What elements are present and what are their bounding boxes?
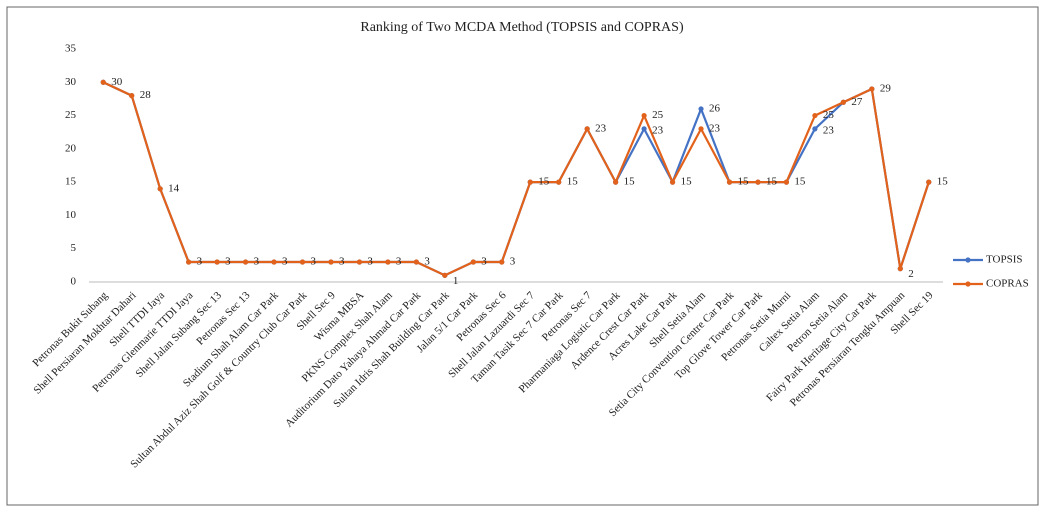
data-point <box>527 179 533 185</box>
data-label: 23 <box>652 124 664 136</box>
data-point <box>926 179 932 185</box>
data-point <box>328 259 334 265</box>
chart-title: Ranking of Two MCDA Method (TOPSIS and C… <box>360 20 684 35</box>
data-label: 1 <box>453 275 459 287</box>
legend-label: TOPSIS <box>986 254 1022 266</box>
data-point <box>442 272 448 278</box>
data-label: 15 <box>567 176 579 188</box>
data-point <box>755 179 761 185</box>
series-line <box>102 81 930 277</box>
data-point <box>698 106 704 112</box>
data-point <box>100 79 106 85</box>
data-point <box>669 179 676 185</box>
data-point <box>186 259 192 265</box>
data-label: 14 <box>168 182 180 194</box>
data-label: 3 <box>282 256 288 268</box>
data-label: 3 <box>197 256 203 268</box>
data-label: 15 <box>624 176 636 188</box>
data-label: 3 <box>396 256 402 268</box>
data-point <box>214 259 220 265</box>
data-label: 15 <box>794 176 806 188</box>
data-point <box>812 112 818 119</box>
data-point <box>556 179 562 185</box>
data-label: 23 <box>823 124 835 136</box>
data-label: 15 <box>937 176 949 188</box>
data-label: 27 <box>851 96 863 108</box>
y-tick-label: 35 <box>65 43 77 55</box>
data-point <box>499 259 505 265</box>
y-tick-label: 30 <box>65 76 77 88</box>
data-point <box>726 179 733 185</box>
y-tick-label: 10 <box>65 209 77 221</box>
data-label: 15 <box>766 176 778 188</box>
data-label: 15 <box>538 176 550 188</box>
legend-marker <box>965 281 971 287</box>
data-point <box>869 86 875 92</box>
data-label: 23 <box>595 122 607 134</box>
data-point <box>897 266 903 272</box>
data-point <box>613 179 619 185</box>
data-label: 25 <box>652 109 664 121</box>
y-tick-label: 0 <box>71 276 77 288</box>
data-point <box>129 93 135 99</box>
data-label: 23 <box>709 122 721 134</box>
y-tick-label: 15 <box>65 176 77 188</box>
data-point <box>812 126 818 132</box>
data-point <box>271 259 277 265</box>
data-label: 3 <box>254 256 260 268</box>
data-label: 29 <box>880 82 892 94</box>
data-point <box>157 186 163 192</box>
data-point <box>783 179 790 185</box>
data-point <box>698 126 704 132</box>
data-label: 3 <box>481 256 487 268</box>
data-label: 3 <box>424 256 430 268</box>
data-label: 26 <box>709 102 721 114</box>
data-point <box>242 259 249 265</box>
chart-frame <box>6 6 1039 506</box>
data-label: 3 <box>510 256 516 268</box>
y-tick-label: 5 <box>71 242 77 254</box>
data-label: 30 <box>111 76 123 88</box>
data-label: 3 <box>339 256 345 268</box>
data-point <box>584 126 590 132</box>
data-label: 25 <box>823 109 835 121</box>
data-label: 15 <box>738 176 750 188</box>
data-point <box>470 259 476 265</box>
y-tick-label: 25 <box>65 109 77 121</box>
data-label: 2 <box>908 268 914 280</box>
data-point <box>840 99 846 105</box>
data-label: 3 <box>367 256 373 268</box>
y-tick-label: 20 <box>65 142 77 154</box>
data-label: 3 <box>225 256 231 268</box>
data-point <box>641 112 647 119</box>
data-point <box>641 126 647 132</box>
data-point <box>356 259 363 265</box>
data-point <box>299 259 306 265</box>
data-point <box>385 259 391 265</box>
legend-marker <box>965 257 971 263</box>
data-point <box>413 259 419 265</box>
data-label: 15 <box>681 176 693 188</box>
legend-label: COPRAS <box>986 278 1029 290</box>
data-label: 28 <box>140 89 152 101</box>
data-label: 3 <box>311 256 317 268</box>
